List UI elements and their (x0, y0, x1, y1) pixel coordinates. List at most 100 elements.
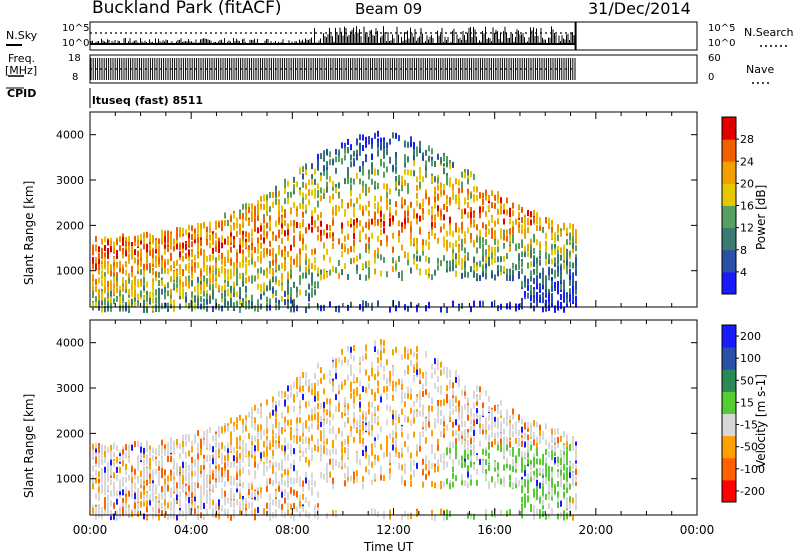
echo-cell (410, 301, 412, 308)
echo-cell (161, 288, 163, 295)
echo-cell (290, 292, 292, 299)
echo-cell (485, 224, 487, 231)
echo-cell (437, 153, 439, 160)
echo-cell (398, 190, 400, 197)
echo-cell (413, 208, 415, 215)
echo-cell (407, 156, 409, 163)
echo-cell (299, 404, 301, 411)
echo-cell (215, 468, 217, 475)
echo-cell (542, 306, 544, 313)
echo-cell (362, 475, 364, 482)
echo-cell (557, 245, 559, 252)
echo-cell (233, 425, 235, 432)
echo-cell (200, 227, 202, 234)
echo-cell (101, 253, 103, 260)
echo-cell (365, 156, 367, 163)
echo-cell (104, 252, 106, 259)
echo-cell (557, 270, 559, 277)
echo-cell (182, 247, 184, 254)
echo-cell (494, 234, 496, 241)
echo-cell (389, 376, 391, 383)
echo-cell (305, 272, 307, 279)
echo-cell (377, 247, 379, 254)
echo-cell (200, 288, 202, 295)
echo-cell (266, 222, 268, 229)
echo-cell (230, 496, 232, 503)
echo-cell (491, 272, 493, 279)
echo-cell (212, 283, 214, 290)
echo-cell (170, 288, 172, 295)
echo-cell (530, 238, 532, 245)
echo-cell (482, 270, 484, 277)
echo-cell (149, 449, 151, 456)
echo-cell (224, 508, 226, 515)
echo-cell (437, 410, 439, 417)
echo-cell (230, 436, 232, 443)
echo-cell (392, 419, 394, 426)
echo-cell (158, 493, 160, 500)
echo-cell (140, 482, 142, 489)
echo-cell (257, 463, 259, 470)
echo-cell (440, 188, 442, 195)
echo-cell (335, 406, 337, 413)
echo-cell (404, 480, 406, 487)
echo-cell (158, 301, 160, 308)
echo-cell (302, 211, 304, 218)
echo-cell (560, 303, 562, 310)
echo-cell (317, 446, 319, 453)
echo-cell (113, 257, 115, 264)
echo-cell (392, 218, 394, 225)
echo-cell (176, 286, 178, 293)
echo-cell (323, 304, 325, 311)
echo-cell (383, 142, 385, 149)
echo-cell (221, 443, 223, 450)
echo-cell (158, 238, 160, 245)
echo-cell (311, 434, 313, 441)
echo-cell (350, 392, 352, 399)
echo-cell (371, 479, 373, 486)
echo-cell (131, 284, 133, 291)
echo-cell (392, 132, 394, 139)
echo-cell (464, 266, 466, 273)
echo-cell (128, 288, 130, 295)
echo-cell (299, 494, 301, 501)
echo-cell (479, 229, 481, 236)
echo-cell (257, 299, 259, 306)
echo-cell (275, 220, 277, 227)
echo-cell (335, 209, 337, 216)
echo-cell (572, 281, 574, 288)
echo-cell (302, 371, 304, 378)
echo-cell (332, 242, 334, 249)
echo-cell (353, 160, 355, 167)
echo-cell (419, 181, 421, 188)
echo-cell (278, 485, 280, 492)
echo-cell (152, 455, 154, 462)
echo-cell (374, 407, 376, 414)
echo-cell (299, 275, 301, 282)
echo-cell (404, 511, 406, 518)
echo-cell (404, 218, 406, 225)
echo-cell (557, 258, 559, 265)
echo-cell (497, 192, 499, 199)
echo-cell (254, 514, 256, 521)
echo-cell (335, 183, 337, 190)
echo-cell (359, 356, 361, 363)
echo-cell (419, 228, 421, 235)
echo-cell (332, 209, 334, 216)
echo-cell (209, 454, 211, 461)
echo-cell (470, 211, 472, 218)
echo-cell (260, 195, 262, 202)
echo-cell (530, 261, 532, 268)
echo-cell (518, 259, 520, 266)
echo-cell (359, 394, 361, 401)
echo-cell (146, 263, 148, 270)
echo-cell (389, 370, 391, 377)
echo-cell (344, 462, 346, 469)
echo-cell (113, 298, 115, 305)
echo-cell (314, 407, 316, 414)
echo-cell (155, 305, 157, 312)
echo-cell (371, 388, 373, 395)
echo-cell (221, 235, 223, 242)
echo-cell (269, 280, 271, 287)
echo-cell (422, 404, 424, 411)
